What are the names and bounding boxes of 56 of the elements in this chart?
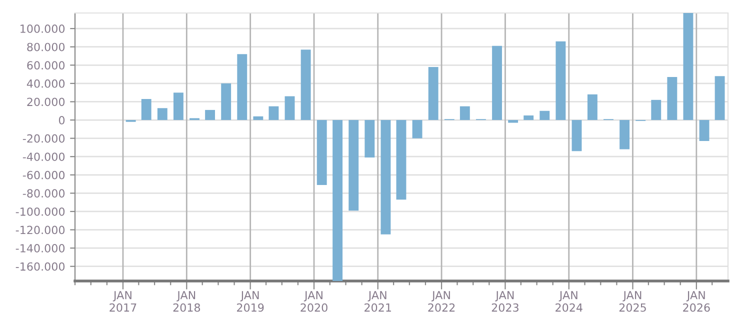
bar	[651, 100, 662, 120]
y-tick-label: 100.000	[20, 24, 65, 33]
bar	[237, 54, 248, 120]
bar	[572, 120, 582, 152]
bar	[268, 106, 279, 120]
bar	[620, 120, 630, 150]
bar	[460, 106, 470, 120]
y-tick-label: 40.000	[26, 79, 65, 88]
bar	[508, 120, 518, 123]
bar	[587, 94, 598, 120]
y-tick-label: -140.000	[16, 244, 65, 252]
x-tick-label: JAN 2026	[683, 291, 710, 312]
x-tick-label: JAN 2022	[428, 291, 455, 312]
bar	[141, 98, 152, 120]
y-tick-label: -160.000	[16, 262, 65, 271]
x-tick-label: JAN 2017	[110, 291, 136, 312]
y-tick-label: 0	[58, 116, 65, 124]
bar	[412, 120, 422, 138]
x-tick-label: JAN 2023	[492, 291, 518, 312]
y-tick-label: -80.000	[22, 189, 65, 198]
bar	[380, 120, 391, 234]
bar	[492, 46, 502, 120]
y-tick-label: 60.000	[27, 61, 65, 70]
y-tick-label: -20.000	[22, 134, 65, 143]
bar	[428, 66, 438, 120]
y-tick-label: -40.000	[22, 152, 65, 161]
bar	[300, 50, 311, 120]
bar	[316, 120, 327, 185]
bar	[221, 83, 232, 120]
bar	[540, 110, 550, 120]
bar	[364, 120, 375, 158]
bar	[348, 120, 359, 211]
y-tick-label: -120.000	[16, 226, 65, 234]
bar	[253, 116, 264, 120]
x-tick-label: JAN 2025	[619, 291, 646, 312]
x-tick-label: JAN 2024	[556, 291, 582, 312]
bar	[524, 115, 534, 120]
x-tick-label: JAN 2019	[237, 291, 264, 312]
y-tick-label: -60.000	[22, 170, 65, 180]
x-tick-label: JAN 2021	[364, 291, 391, 312]
bar	[699, 120, 710, 142]
bar	[332, 120, 343, 281]
bar	[157, 108, 168, 120]
bar	[396, 120, 406, 200]
bar	[667, 77, 678, 120]
y-tick-label: -100.000	[16, 207, 65, 216]
bar	[714, 76, 725, 120]
x-tick-label: JAN 2020	[300, 291, 328, 312]
bar	[173, 92, 184, 120]
y-tick-label: 20.000	[27, 98, 65, 106]
bar	[205, 110, 216, 120]
bar	[683, 13, 694, 120]
bar	[556, 41, 566, 120]
bar	[284, 96, 295, 120]
x-tick-label: JAN 2018	[173, 291, 200, 312]
y-tick-label: 80.000	[27, 42, 65, 52]
